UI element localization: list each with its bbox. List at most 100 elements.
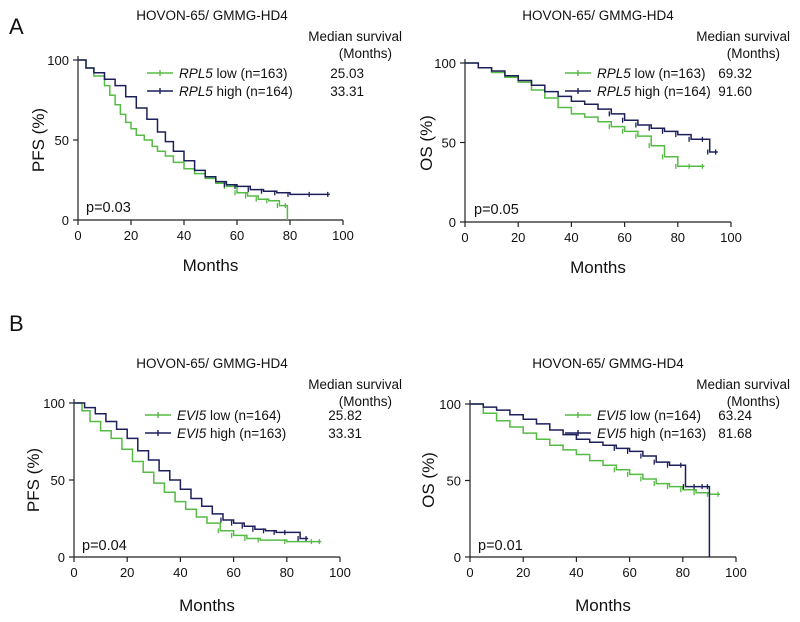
x-tick-label: 60 — [226, 565, 240, 580]
y-tick-label: 100 — [43, 396, 65, 411]
y-tick-label: 50 — [51, 473, 65, 488]
legend-label-low: EVI5 low (n=164) — [177, 408, 281, 423]
legend-subheader: (Months) — [727, 46, 780, 61]
legend-group: high (n=164) — [213, 84, 293, 99]
x-tick-label: 60 — [622, 565, 636, 580]
legend-group: low (n=163) — [213, 66, 288, 81]
legend-group: high (n=163) — [626, 426, 706, 441]
p-value: p=0.03 — [86, 200, 131, 216]
p-value: p=0.01 — [478, 538, 523, 554]
legend-median-high: 81.68 — [718, 426, 752, 441]
x-tick-label: 80 — [280, 565, 294, 580]
legend-median-high: 33.31 — [330, 84, 364, 99]
x-tick-label: 100 — [720, 230, 742, 245]
x-tick-label: 20 — [120, 565, 134, 580]
x-tick-label: 60 — [230, 228, 244, 243]
legend-gene: RPL5 — [597, 84, 631, 99]
chart-title: HOVON-65/ GMMG-HD4 — [522, 8, 674, 23]
y-tick-label: 100 — [47, 53, 69, 68]
x-tick-label: 100 — [725, 565, 747, 580]
legend-gene: RPL5 — [597, 66, 631, 81]
x-tick-label: 100 — [329, 565, 351, 580]
legend-header: Median survival — [308, 29, 402, 44]
y-tick-label: 0 — [58, 550, 65, 565]
legend-subheader: (Months) — [339, 46, 392, 61]
y-tick-label: 0 — [449, 215, 456, 230]
x-tick-label: 20 — [511, 230, 525, 245]
legend-gene: RPL5 — [179, 66, 213, 81]
y-axis-label: OS (%) — [417, 115, 436, 171]
y-tick-label: 50 — [55, 133, 69, 148]
y-axis-label: PFS (%) — [29, 108, 48, 172]
x-tick-label: 0 — [461, 230, 468, 245]
legend-median-low: 25.03 — [330, 66, 364, 81]
series-line-high — [465, 62, 718, 153]
chart-title: HOVON-65/ GMMG-HD4 — [136, 356, 288, 371]
series-line-low — [74, 402, 322, 543]
legend-gene: EVI5 — [597, 408, 627, 423]
series-line-high — [74, 402, 309, 540]
legend-group: low (n=164) — [626, 408, 701, 423]
legend-gene: RPL5 — [179, 84, 213, 99]
series-line-low — [78, 59, 289, 220]
x-axis-label: Months — [179, 596, 235, 615]
p-value: p=0.04 — [82, 538, 127, 554]
x-tick-label: 0 — [74, 228, 81, 243]
panel-letter-b: B — [9, 311, 24, 336]
x-tick-label: 80 — [671, 230, 685, 245]
chart-title: HOVON-65/ GMMG-HD4 — [136, 8, 288, 23]
x-tick-label: 80 — [676, 565, 690, 580]
chart-pfs-rpl5: HOVON-65/ GMMG-HD4 0 20 40 60 80 100 0 50 100 Mont… — [29, 8, 402, 275]
chart-pfs-evi5: HOVON-65/ GMMG-HD4 0 20 40 60 80 100 0 50 100 Mont… — [24, 356, 402, 615]
x-axis-label: Months — [570, 258, 626, 277]
y-axis-label: OS (%) — [419, 452, 438, 508]
legend-subheader: (Months) — [339, 394, 392, 409]
legend-label-low: EVI5 low (n=164) — [597, 408, 701, 423]
p-value: p=0.05 — [474, 202, 519, 218]
panel-letter-a: A — [9, 14, 24, 39]
legend-label-high: EVI5 high (n=163) — [177, 426, 286, 441]
legend-gene: EVI5 — [177, 426, 207, 441]
x-tick-label: 40 — [173, 565, 187, 580]
legend-median-high: 33.31 — [328, 426, 362, 441]
y-tick-label: 100 — [434, 56, 456, 71]
legend-header: Median survival — [308, 377, 402, 392]
y-tick-label: 50 — [442, 136, 456, 151]
legend-group: high (n=163) — [206, 426, 286, 441]
legend-median-low: 69.32 — [718, 66, 752, 81]
x-tick-label: 40 — [564, 230, 578, 245]
x-tick-label: 0 — [70, 565, 77, 580]
chart-title: HOVON-65/ GMMG-HD4 — [532, 356, 684, 371]
legend-median-low: 25.82 — [328, 408, 362, 423]
legend-header: Median survival — [696, 29, 790, 44]
legend-label-high: RPL5 high (n=164) — [179, 84, 293, 99]
y-tick-label: 0 — [62, 213, 69, 228]
legend-label-low: RPL5 low (n=163) — [597, 66, 705, 81]
legend-median-low: 63.24 — [718, 408, 752, 423]
legend-header: Median survival — [696, 377, 790, 392]
x-tick-label: 40 — [569, 565, 583, 580]
x-tick-label: 80 — [283, 228, 297, 243]
x-axis-label: Months — [183, 256, 239, 275]
legend-gene: EVI5 — [177, 408, 207, 423]
chart-os-rpl5: HOVON-65/ GMMG-HD4 0 20 40 60 80 100 0 50 100 Mont… — [417, 8, 790, 277]
legend-subheader: (Months) — [727, 394, 780, 409]
y-tick-label: 100 — [439, 397, 461, 412]
y-tick-label: 50 — [447, 474, 461, 489]
legend-label-low: RPL5 low (n=163) — [179, 66, 287, 81]
chart-os-evi5: HOVON-65/ GMMG-HD4 0 20 40 60 80 100 0 50 100 Mont… — [419, 356, 790, 615]
legend-group: low (n=164) — [206, 408, 281, 423]
x-tick-label: 60 — [617, 230, 631, 245]
y-tick-label: 0 — [454, 550, 461, 565]
x-axis-label: Months — [575, 596, 631, 615]
series-line-low — [470, 403, 720, 496]
legend-group: low (n=163) — [631, 66, 706, 81]
x-tick-label: 100 — [332, 228, 354, 243]
legend-gene: EVI5 — [597, 426, 627, 441]
legend-label-high: EVI5 high (n=163) — [597, 426, 706, 441]
x-tick-label: 40 — [177, 228, 191, 243]
x-tick-label: 20 — [124, 228, 138, 243]
x-tick-label: 0 — [466, 565, 473, 580]
legend-median-high: 91.60 — [718, 84, 752, 99]
